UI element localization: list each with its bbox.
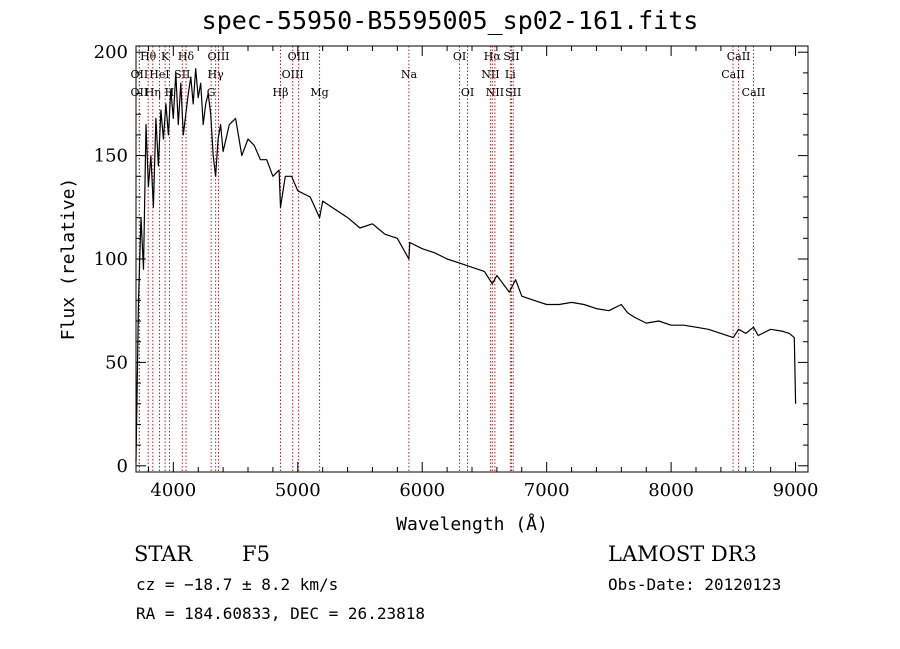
marker-label: Hα [484, 50, 502, 63]
y-axis-label: Flux (relative) [58, 178, 79, 341]
velocity-readout: cz = −18.7 ± 8.2 km/s [136, 575, 339, 594]
x-axis-ticks: 4000 5000 6000 7000 8000 9000 [147, 46, 819, 501]
marker-label: Mg [310, 86, 328, 99]
marker-label: OII [131, 86, 149, 99]
marker-label: Hδ [178, 50, 195, 63]
y-axis-ticks: 0 50 100 150 200 [94, 42, 808, 477]
marker-label: Li [505, 68, 516, 81]
marker-label: OIII [282, 68, 304, 81]
chart-title: spec-55950-B5595005_sp02-161.fits [201, 6, 699, 35]
marker-label: Hη [145, 86, 161, 99]
spectral-subclass: F5 [242, 542, 270, 566]
marker-label: OI [461, 86, 474, 99]
x-tick-label: 8000 [648, 480, 694, 501]
marker-label: SII [174, 68, 190, 81]
observation-date: Obs-Date: 20120123 [608, 575, 782, 594]
y-tick-label: 0 [117, 456, 128, 477]
x-tick-label: 6000 [399, 480, 445, 501]
series-layer [135, 68, 797, 462]
marker-label: NII [486, 86, 504, 99]
object-class: STAR [134, 542, 193, 566]
x-tick-label: 9000 [773, 480, 819, 501]
marker-label: SII [503, 50, 519, 63]
marker-label: HeI [149, 68, 169, 81]
marker-label: Hβ [273, 86, 289, 99]
marker-label: CaII [742, 86, 766, 99]
marker-label: CaII [727, 50, 751, 63]
survey-name: LAMOST DR3 [608, 542, 757, 566]
marker-label: H [165, 86, 175, 99]
marker-label: G [207, 86, 216, 99]
marker-label: CaII [721, 68, 745, 81]
marker-label: K [161, 50, 170, 63]
y-tick-label: 50 [105, 352, 128, 373]
marker-label: Hγ [208, 68, 225, 81]
y-tick-label: 150 [94, 146, 128, 167]
spectrum-series-line [135, 68, 797, 462]
sky-coordinates: RA = 184.60833, DEC = 26.23818 [136, 604, 425, 623]
x-axis-label: Wavelength (Å) [396, 513, 548, 535]
y-tick-label: 100 [94, 249, 128, 270]
x-tick-label: 7000 [524, 480, 570, 501]
marker-label: OIII [207, 50, 229, 63]
marker-label: OI [453, 50, 466, 63]
x-tick-label: 4000 [150, 480, 196, 501]
marker-label: OII [131, 68, 149, 81]
plot-frame [135, 45, 809, 473]
marker-label: OIII [288, 50, 310, 63]
marker-label: Na [401, 68, 418, 81]
marker-label: SII [505, 86, 521, 99]
x-tick-label: 5000 [275, 480, 321, 501]
marker-label: Hθ [140, 50, 157, 63]
marker-label: NII [481, 68, 499, 81]
y-tick-label: 200 [94, 42, 128, 63]
emission-line-markers [138, 46, 754, 472]
